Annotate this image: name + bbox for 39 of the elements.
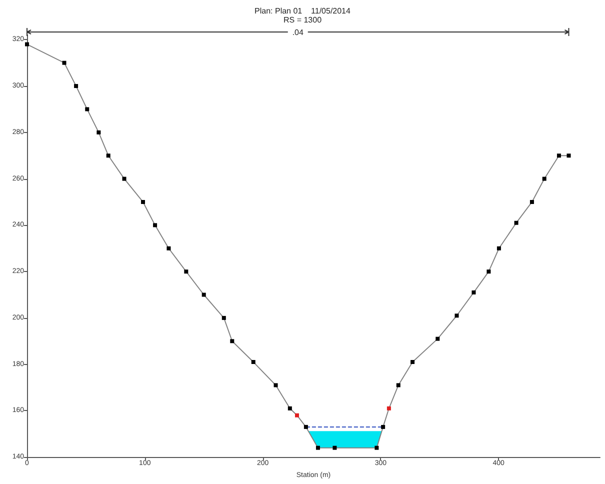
point bbox=[374, 446, 379, 450]
point bbox=[230, 339, 234, 344]
point bbox=[166, 246, 171, 250]
point bbox=[542, 176, 546, 181]
point bbox=[530, 200, 534, 204]
point bbox=[396, 383, 400, 388]
annotation: .04 bbox=[292, 28, 304, 37]
point bbox=[153, 223, 158, 228]
point bbox=[514, 220, 518, 225]
point bbox=[184, 270, 188, 274]
point bbox=[294, 413, 299, 418]
point bbox=[141, 200, 146, 204]
point bbox=[222, 316, 226, 320]
point bbox=[566, 154, 571, 158]
point bbox=[96, 130, 101, 134]
point bbox=[304, 424, 308, 429]
point bbox=[85, 107, 90, 112]
point bbox=[410, 360, 415, 364]
point bbox=[316, 446, 320, 450]
point bbox=[288, 406, 292, 410]
point bbox=[496, 246, 501, 250]
chart-title: Plan: Plan 01 11/05/2014 bbox=[254, 6, 352, 16]
point bbox=[332, 446, 337, 450]
chart-subtitle: RS = 1300 bbox=[283, 16, 322, 24]
point bbox=[556, 154, 561, 158]
point bbox=[251, 360, 256, 364]
point bbox=[472, 290, 476, 294]
point bbox=[454, 314, 459, 318]
point bbox=[202, 292, 206, 297]
point bbox=[25, 42, 29, 46]
point bbox=[74, 84, 78, 88]
point bbox=[122, 176, 126, 181]
point bbox=[436, 336, 440, 341]
point bbox=[381, 424, 386, 429]
point bbox=[386, 406, 391, 410]
point bbox=[486, 270, 491, 274]
point bbox=[274, 383, 278, 388]
point bbox=[106, 154, 110, 158]
point bbox=[62, 60, 66, 65]
